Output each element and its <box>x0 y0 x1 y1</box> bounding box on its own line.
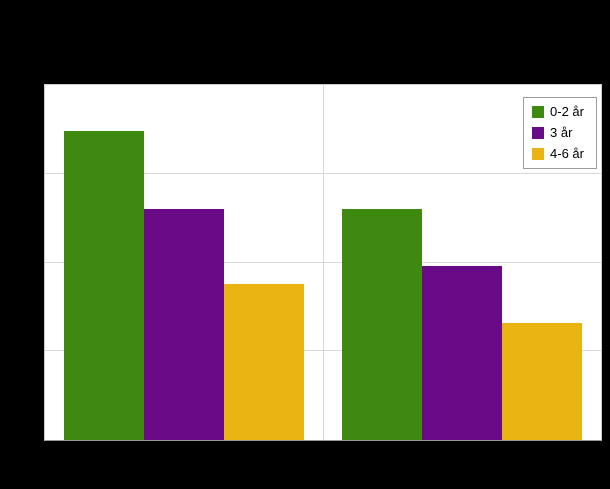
legend-swatch-icon <box>532 127 545 139</box>
gridline-vertical <box>323 85 324 440</box>
legend-entry: 0-2 år <box>532 105 584 119</box>
legend-label: 4-6 år <box>550 146 584 161</box>
bar-0-2-år <box>64 131 144 440</box>
plot-area: 0-2 år 3 år 4-6 år <box>44 84 602 441</box>
bar-3-år <box>422 266 502 440</box>
bar-4-6-år <box>502 322 582 440</box>
legend: 0-2 år 3 år 4-6 år <box>523 97 597 169</box>
bar-3-år <box>144 209 224 440</box>
bar-group-2 <box>323 85 601 440</box>
legend-swatch-icon <box>532 148 545 160</box>
legend-label: 0-2 år <box>550 104 584 119</box>
bar-group-1 <box>45 85 323 440</box>
gridlines <box>45 85 601 440</box>
legend-swatch-icon <box>532 106 545 118</box>
bar-4-6-år <box>224 283 304 440</box>
legend-label: 3 år <box>550 125 573 140</box>
bars-layer <box>45 85 601 440</box>
bar-0-2-år <box>342 209 422 440</box>
legend-entry: 4-6 år <box>532 147 584 161</box>
title-area <box>0 0 610 84</box>
legend-entry: 3 år <box>532 126 584 140</box>
